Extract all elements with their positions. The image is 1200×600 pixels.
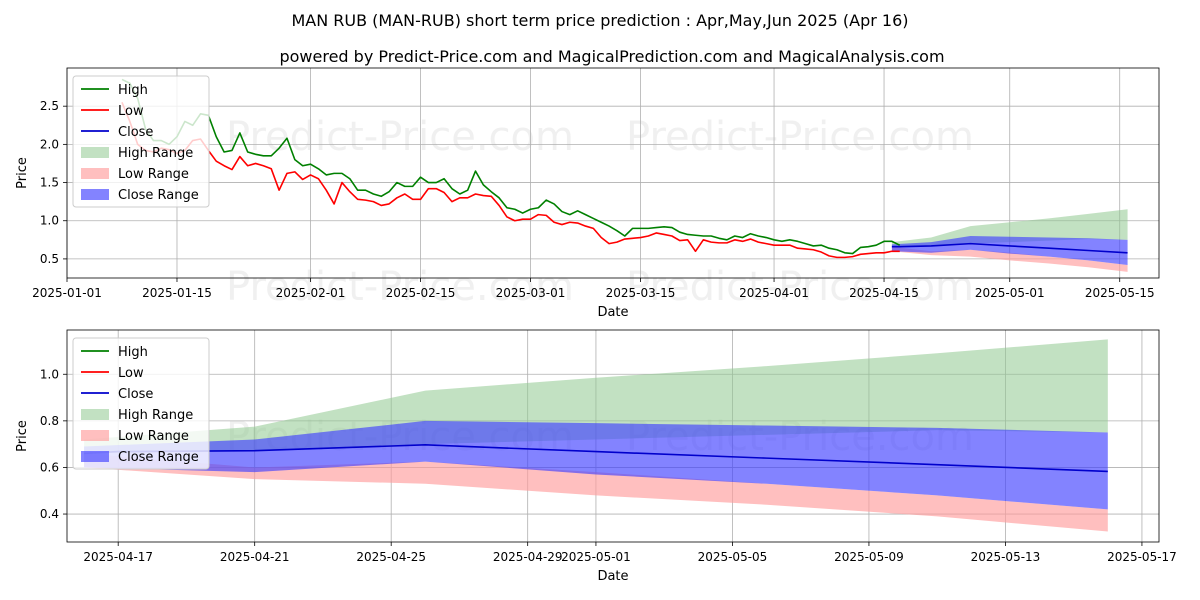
grid [66, 68, 1159, 278]
y-tick-label: 1.0 [40, 214, 59, 228]
x-tick-label: 2025-03-15 [606, 286, 676, 300]
low-range-band [891, 246, 1128, 272]
chart-title: MAN RUB (MAN-RUB) short term price predi… [291, 11, 908, 30]
legend-label-close: Close [118, 125, 153, 140]
watermark-text: Predict-Price.com [226, 114, 574, 160]
y-tick-label: 0.4 [40, 507, 59, 521]
axes-frame [66, 329, 1160, 543]
legend-label-low-range: Low Range [118, 429, 189, 444]
x-tick-label: 2025-05-15 [1085, 286, 1155, 300]
legend: High Low Close High Range Low Range Close Ran… [72, 75, 210, 208]
y-axis-label: Price [15, 157, 30, 189]
legend: High Low Close High Range Low Range Close Ran… [72, 337, 210, 470]
close-range-band [84, 420, 1108, 510]
low-range-swatch [81, 168, 109, 179]
x-tick-label: 2025-02-15 [386, 286, 456, 300]
high-range-swatch [81, 409, 109, 420]
watermark-text: Predict-Price.com [626, 114, 974, 160]
close-range-band [891, 236, 1128, 266]
legend-label-close-range: Close Range [118, 188, 199, 203]
close-range-swatch [81, 189, 109, 200]
y-tick-label: 2.0 [40, 137, 59, 151]
legend-label-low: Low [118, 366, 144, 381]
x-tick-label: 2025-01-15 [142, 286, 212, 300]
x-tick-label: 2025-02-01 [276, 286, 346, 300]
high-range-swatch [81, 147, 109, 158]
x-tick-label: 2025-05-13 [971, 550, 1041, 564]
x-tick-label: 2025-05-17 [1107, 550, 1177, 564]
legend-label-close-range: Close Range [118, 450, 199, 465]
x-tick-label: 2025-01-01 [32, 286, 102, 300]
high-range-band [891, 209, 1128, 247]
x-tick-label: 2025-05-05 [698, 550, 768, 564]
high-line [121, 78, 901, 255]
watermark-text: Predict-Price.com [226, 264, 574, 310]
watermark-text: Predict-Price.com [626, 264, 974, 310]
top-panel: Predict-Price.com Predict-Price.com Predic… [15, 67, 1160, 320]
x-tick-label: 2025-05-09 [834, 550, 904, 564]
y-axis-label: Price [15, 420, 30, 452]
close-line [891, 242, 1128, 254]
x-tick-label: 2025-04-21 [220, 550, 290, 564]
x-axis-label: Date [597, 305, 628, 320]
y-tick-label: 1.0 [40, 367, 59, 381]
legend-label-high-range: High Range [118, 146, 193, 161]
low-range-band [84, 453, 1108, 532]
chart-subtitle: powered by Predict-Price.com and Magical… [279, 47, 944, 66]
high-range-band [84, 339, 1108, 454]
bottom-panel: Predict-Price.comPredict-Price.com2025-0… [15, 329, 1177, 584]
legend-label-close: Close [118, 387, 153, 402]
legend-label-high-range: High Range [118, 408, 193, 423]
y-tick-label: 0.8 [40, 414, 59, 428]
legend-label-low-range: Low Range [118, 167, 189, 182]
x-tick-label: 2025-04-25 [356, 550, 426, 564]
x-tick-label: 2025-05-01 [561, 550, 631, 564]
x-tick-label: 2025-05-01 [975, 286, 1045, 300]
x-tick-label: 2025-04-15 [849, 286, 919, 300]
close-range-swatch [81, 451, 109, 462]
x-tick-label: 2025-04-01 [739, 286, 809, 300]
y-tick-label: 0.6 [40, 460, 59, 474]
x-axis-label: Date [597, 569, 628, 584]
y-tick-label: 2.5 [40, 99, 59, 113]
low-line [121, 102, 900, 259]
y-tick-label: 0.5 [40, 252, 59, 266]
x-tick-label: 2025-03-01 [496, 286, 566, 300]
legend-label-high: High [118, 83, 148, 98]
legend-label-low: Low [118, 104, 144, 119]
low-range-swatch [81, 430, 109, 441]
legend-label-high: High [118, 345, 148, 360]
y-tick-label: 1.5 [40, 176, 59, 190]
x-tick-label: 2025-04-29 [493, 550, 563, 564]
axes-frame [66, 67, 1160, 279]
x-tick-label: 2025-04-17 [83, 550, 153, 564]
